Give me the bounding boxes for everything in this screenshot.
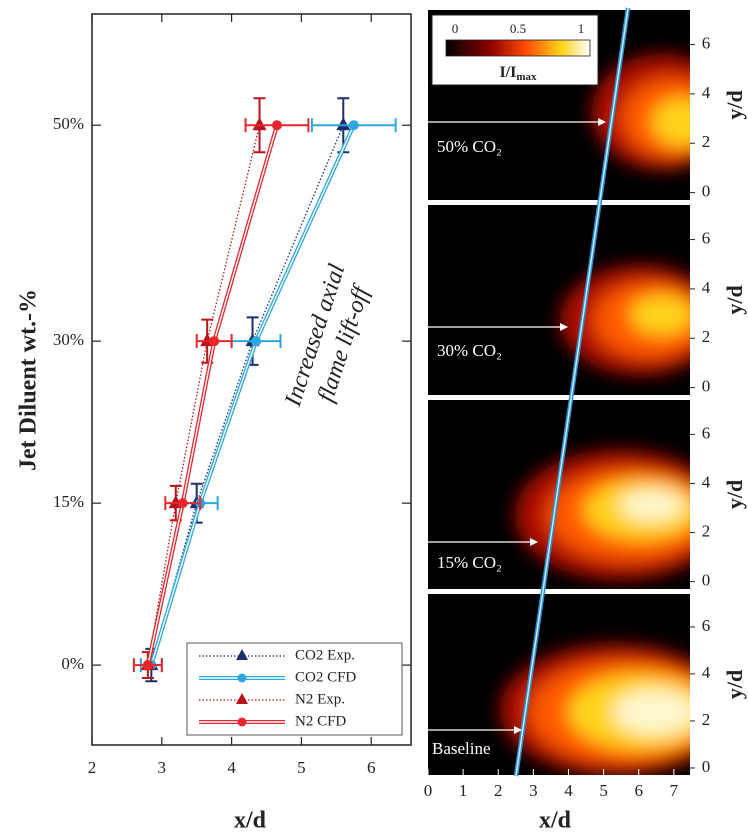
x-tick-label: 7: [670, 781, 679, 800]
x-tick-label: 3: [158, 758, 167, 777]
colorbar-tick-label: 1: [578, 21, 585, 36]
x-tick-label: 2: [88, 758, 97, 777]
y-tick-label: 0%: [61, 654, 84, 673]
legend-marker: [237, 673, 247, 683]
image-panels: 50% CO₂ 30% CO₂ 15% CO₂ Baseline I/Imax: [428, 7, 690, 777]
x-axis-title: x/d: [539, 808, 572, 834]
y-axis-title: y/d: [722, 670, 747, 699]
colorbar-label-main: I/I: [499, 64, 516, 81]
x-tick-label: 0: [424, 781, 433, 800]
legend-box: [186, 642, 403, 736]
marker: [252, 117, 267, 131]
marker: [348, 120, 359, 131]
series-line: [145, 124, 279, 666]
x-axis-title: x/d: [234, 808, 267, 834]
colorbar-label-sub: max: [516, 71, 537, 83]
marker: [177, 498, 188, 509]
y-tick-label: 4: [702, 663, 711, 682]
y-tick-label: 0: [702, 757, 711, 776]
y-tick-label: 4: [702, 278, 711, 297]
y-tick-label: 2: [702, 327, 711, 346]
y-tick-label: 4: [702, 472, 711, 491]
x-tick-label: 2: [494, 781, 503, 800]
legend-label: CO2 CFD: [295, 669, 356, 685]
marker: [142, 660, 153, 671]
flame: [500, 644, 690, 775]
y-tick-label: 6: [702, 616, 711, 635]
panel-label: 30% CO₂: [437, 341, 502, 360]
flame: [560, 265, 690, 375]
x-tick-label: 6: [634, 781, 643, 800]
y-tick-label: 2: [702, 521, 711, 540]
panel-label: 15% CO₂: [437, 553, 502, 572]
x-tick-label: 6: [367, 758, 376, 777]
y-tick-label: 0: [702, 182, 711, 201]
y-axis-title: Jet Diluent wt.-%: [16, 289, 42, 471]
y-tick-label: 0: [702, 377, 711, 396]
y-tick-label: 6: [702, 33, 711, 52]
legend-label: N2 CFD: [295, 713, 346, 729]
legend: CO2 Exp. CO2 CFD N2 Exp. N2 CFD: [186, 642, 403, 736]
legend-label: N2 Exp.: [295, 691, 345, 707]
marker: [271, 120, 282, 131]
marker: [209, 336, 220, 347]
legend-label: CO2 Exp.: [295, 647, 355, 663]
y-axis-title: y/d: [722, 480, 747, 509]
y-tick-label: 0: [702, 571, 711, 590]
reference-line: [515, 7, 629, 777]
x-tick-label: 1: [459, 781, 468, 800]
series: [132, 118, 310, 673]
colorbar-tick-label: 0: [452, 21, 459, 36]
marker: [251, 336, 262, 347]
y-tick-label: 15%: [53, 492, 84, 511]
panel-label: Baseline: [432, 739, 491, 758]
y-tick-label: 2: [702, 132, 711, 151]
series-line-inner: [147, 125, 278, 666]
colorbar-tick-label: 0.5: [510, 21, 526, 36]
x-tick-label: 4: [564, 781, 573, 800]
panel-label: 50% CO₂: [437, 137, 502, 156]
y-tick-label: 4: [702, 83, 711, 102]
colorbar-label: I/Imax: [499, 64, 537, 83]
x-tick-label: 3: [529, 781, 538, 800]
legend-marker: [236, 649, 248, 660]
x-tick-label: 4: [227, 758, 236, 777]
legend-marker: [236, 693, 248, 704]
annotation: Increased axial flame lift-off: [280, 261, 376, 411]
series: [139, 118, 397, 673]
marker: [336, 117, 351, 131]
y-tick-label: 6: [702, 228, 711, 247]
x-tick-label: 5: [599, 781, 608, 800]
legend-marker: [237, 717, 247, 727]
series-line-inner: [150, 124, 355, 666]
y-tick-label: 30%: [53, 330, 84, 349]
plot-frame: [91, 13, 412, 746]
y-tick-label: 2: [702, 710, 711, 729]
y-axis-title: y/d: [722, 285, 747, 314]
colorbar: [445, 39, 591, 57]
y-tick-label: 50%: [53, 114, 84, 133]
y-axis-title: y/d: [722, 90, 747, 119]
y-tick-label: 6: [702, 423, 711, 442]
x-tick-label: 5: [297, 758, 306, 777]
